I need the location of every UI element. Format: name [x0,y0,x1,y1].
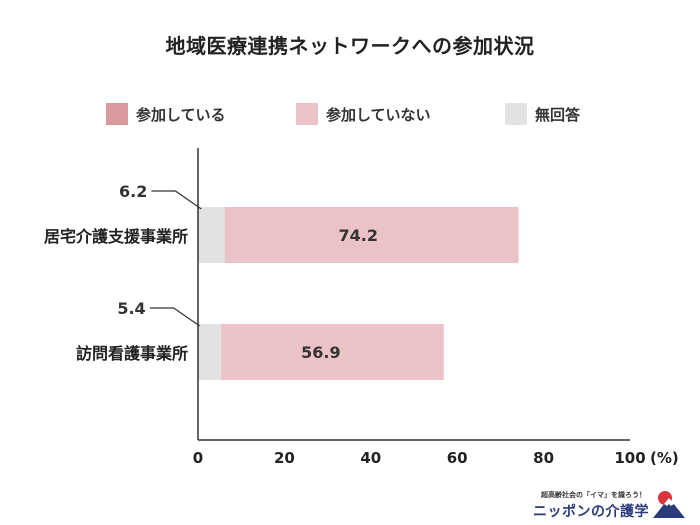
bar-segment [198,207,225,263]
x-axis-unit: (%) [650,449,679,467]
x-tick-label: 60 [447,449,468,467]
bar-value-label: 5.4 [117,299,145,318]
legend-swatch-participating [106,103,128,125]
x-tick-label: 20 [274,449,295,467]
brand-logo: 超高齢社会の「イマ」を識ろう！ ニッポンの介護学 [527,488,687,520]
x-tick-label: 100 [614,449,645,467]
category-label: 居宅介護支援事業所 [44,227,188,246]
x-tick-label: 80 [533,449,554,467]
category-label: 訪問看護事業所 [76,344,188,363]
bar-segment [198,324,222,380]
bar-segment [198,207,519,263]
x-tick-label: 40 [360,449,381,467]
mountain-icon [653,491,685,518]
brand-name: ニッポンの介護学 [533,504,649,520]
legend-label-participating: 参加している [136,105,226,124]
chart-title: 地域医療連携ネットワークへの参加状況 [165,34,535,58]
legend-label-no-answer: 無回答 [535,105,581,124]
x-tick-label: 0 [193,449,203,467]
bar-value-label: 74.2 [339,226,378,245]
legend-label-not-participating: 参加していない [326,105,431,124]
bar-value-label: 6.2 [119,182,147,201]
callout-line [149,307,201,327]
legend-item-no-answer: 無回答 [505,103,580,125]
legend-swatch-not-participating [296,103,318,125]
bar-segment [198,324,444,380]
legend-item-not-participating: 参加していない [296,103,431,125]
brand-tagline: 超高齢社会の「イマ」を識ろう！ [541,491,646,499]
bar-value-label: 56.9 [301,343,340,362]
legend-swatch-no-answer [505,103,527,125]
legend-item-participating: 参加している [106,103,226,125]
callout-line [151,190,202,210]
